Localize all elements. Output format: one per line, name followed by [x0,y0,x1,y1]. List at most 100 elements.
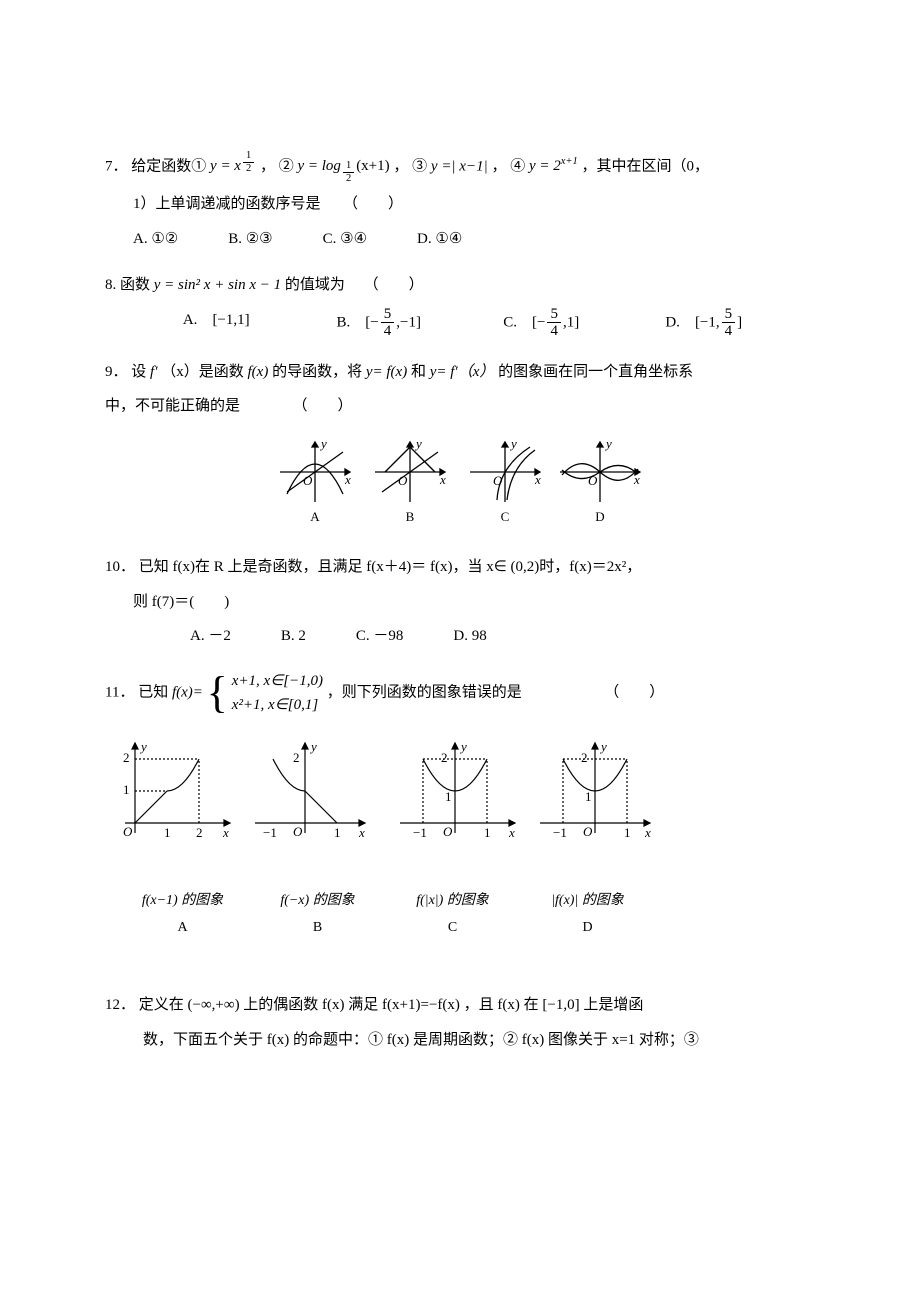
svg-text:A: A [310,509,320,524]
question-11: 11． 已知 f(x)= { x+1, x∈[−1,0) x²+1, x∈[0,… [105,669,815,942]
q7-sep1: ， ② [260,158,294,174]
q7-opt-d: D. ①④ [417,225,462,254]
q10-options: A. －2 B. 2 C. －98 D. 98 [105,622,815,651]
q11-label-c: C [385,915,520,942]
svg-text:2: 2 [196,825,203,840]
q11-cap-c: f(|x|) 的图象 [385,888,520,915]
svg-text:1: 1 [445,789,452,804]
svg-text:2: 2 [123,750,130,765]
q7-f4: y = 2x+1 [529,158,582,174]
question-7: 7． 给定函数① y = x12 ， ② y = log12(x+1) ， ③ … [105,150,815,253]
svg-text:x: x [358,825,365,840]
q7-opt-c: C. ③④ [323,225,367,254]
svg-text:2: 2 [441,750,448,765]
svg-text:y: y [459,739,467,754]
svg-text:−1: −1 [263,825,277,840]
svg-text:x: x [633,472,640,487]
q11-label-b: B [250,915,385,942]
q11-cap-d: |f(x)| 的图象 [520,888,655,915]
svg-text:C: C [501,509,510,524]
q11-svg: 1 2 1 2 x y O 2 −1 1 x [115,733,655,878]
q10-stem2: 则 f(7)＝( ) [105,588,815,617]
svg-text:1: 1 [624,825,631,840]
q8-expr: y = sin² x + sin x − 1 [154,277,281,293]
svg-text:2: 2 [581,750,588,765]
svg-text:x: x [534,472,541,487]
svg-text:O: O [443,824,453,839]
svg-text:O: O [293,824,303,839]
q9-figure: x y O x y O [105,437,815,536]
svg-text:y: y [309,739,317,754]
q9-svg: x y O x y O [270,437,650,525]
q8-text-b: 的值域为 （ ） [285,277,424,293]
q10-opt-c: C. －98 [356,622,404,651]
q7-text-b: ，其中在区间（0， [582,158,710,174]
svg-text:x: x [344,472,351,487]
q10-opt-b: B. 2 [281,622,306,651]
svg-text:1: 1 [334,825,341,840]
svg-text:y: y [139,739,147,754]
q7-line2: 1）上单调递减的函数序号是 （ ） [105,190,815,219]
q8-number: 8. [105,277,116,293]
q7-opt-b: B. ②③ [228,225,272,254]
question-12: 12． 定义在 (−∞,+∞) 上的偶函数 f(x) 满足 f(x+1)=−f(… [105,991,815,1054]
q11-stem: 11． 已知 f(x)= { x+1, x∈[−1,0) x²+1, x∈[0,… [105,669,815,717]
svg-text:B: B [406,509,415,524]
svg-text:O: O [303,473,313,488]
q11-number: 11． [105,684,134,700]
svg-text:y: y [599,739,607,754]
q11-figure: 1 2 1 2 x y O 2 −1 1 x [105,733,815,942]
q8-options: A. [−1,1] B. [−54,−1] C. [−54,1] D. [−1,… [105,306,815,340]
q8-opt-d: D. [−1,54] [623,306,786,340]
q10-opt-a: A. －2 [190,622,231,651]
q7-sep2: ， ③ [393,158,427,174]
svg-text:1: 1 [164,825,171,840]
svg-text:O: O [583,824,593,839]
svg-text:x: x [508,825,515,840]
svg-text:x: x [222,825,229,840]
q8-opt-b: B. [−54,−1] [298,306,461,340]
q9-stem2: 中，不可能正确的是 （ ） [105,392,815,421]
svg-text:x: x [439,472,446,487]
svg-text:D: D [595,509,604,524]
q7-text-a: 给定函数① [131,158,206,174]
question-9: 9． 设 f′ （x）是函数 f(x) 的导函数，将 y= f(x) 和 y= … [105,358,815,536]
svg-text:−1: −1 [553,825,567,840]
q11-piecewise: { x+1, x∈[−1,0) x²+1, x∈[0,1] [207,669,323,717]
svg-text:1: 1 [585,789,592,804]
svg-text:y: y [319,437,327,451]
svg-text:x: x [644,825,651,840]
q7-f1: y = x12 [210,158,260,174]
q11-cap-b: f(−x) 的图象 [250,888,385,915]
q12-stem2: 数，下面五个关于 f(x) 的命题中：① f(x) 是周期函数；② f(x) 图… [105,1026,815,1055]
svg-text:y: y [414,437,422,451]
q7-f2: y = log12(x+1) [297,158,393,174]
q8-opt-c: C. [−54,1] [460,306,623,340]
svg-text:1: 1 [123,782,130,797]
q8-stem: 8. 函数 y = sin² x + sin x − 1 的值域为 （ ） [105,271,815,300]
question-10: 10． 已知 f(x)在 R 上是奇函数，且满足 f(x＋4)＝ f(x)，当 … [105,553,815,651]
q12-stem1: 12． 定义在 (−∞,+∞) 上的偶函数 f(x) 满足 f(x+1)=−f(… [105,991,815,1020]
q7-sep3: ， ④ [491,158,525,174]
svg-text:−1: −1 [413,825,427,840]
q11-cap-a: f(x−1) 的图象 [115,888,250,915]
svg-text:O: O [588,473,598,488]
svg-text:2: 2 [293,750,300,765]
q7-number: 7． [105,158,128,174]
q8-text-a: 函数 [120,277,150,293]
svg-text:y: y [604,437,612,451]
brace-icon: { [207,675,228,710]
q10-number: 10． [105,559,135,575]
q11-label-a: A [115,915,250,942]
q9-number: 9． [105,364,128,380]
q10-opt-d: D. 98 [453,622,486,651]
q10-stem1: 10． 已知 f(x)在 R 上是奇函数，且满足 f(x＋4)＝ f(x)，当 … [105,553,815,582]
svg-text:O: O [123,824,133,839]
q11-label-d: D [520,915,655,942]
svg-text:1: 1 [484,825,491,840]
q9-stem1: 9． 设 f′ （x）是函数 f(x) 的导函数，将 y= f(x) 和 y= … [105,358,815,387]
q7-opt-a: A. ①② [133,225,178,254]
svg-text:y: y [509,437,517,451]
svg-text:O: O [398,473,408,488]
q8-opt-a: A. [−1,1] [135,306,298,340]
